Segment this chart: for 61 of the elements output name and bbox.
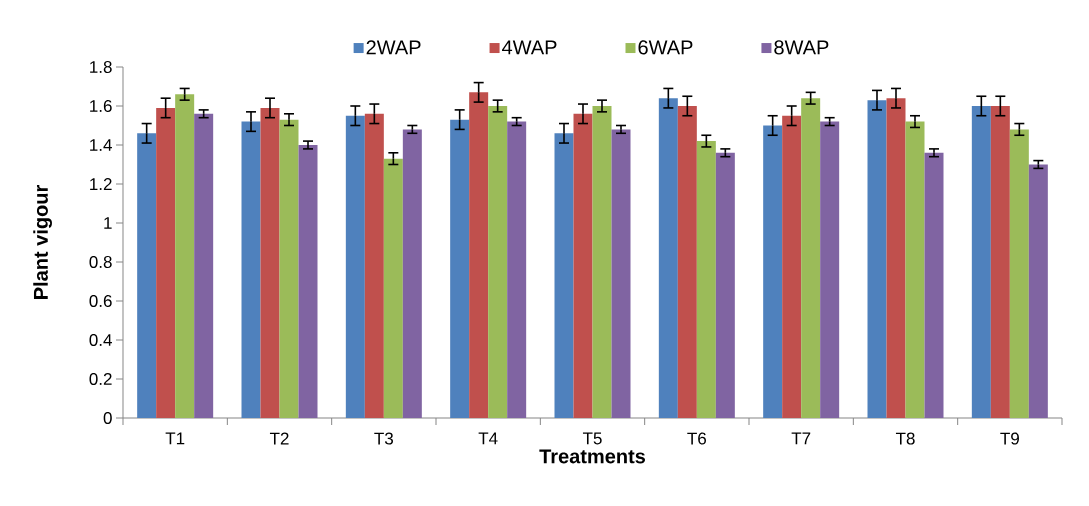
bar — [820, 121, 840, 418]
bar — [137, 133, 157, 418]
bar — [260, 107, 280, 418]
bar — [279, 119, 299, 418]
bar — [782, 115, 802, 418]
bar — [156, 107, 176, 418]
bar — [1028, 164, 1048, 418]
y-axis-title: Plant vigour — [33, 185, 52, 299]
bar — [573, 113, 593, 418]
bar — [298, 144, 318, 418]
bar — [488, 106, 508, 418]
bar — [867, 100, 887, 418]
bar — [383, 158, 403, 418]
x-tick-label: T7 — [791, 432, 811, 445]
bar — [1009, 129, 1029, 418]
legend-label: 6WAP — [638, 40, 693, 55]
y-tick-label: 0.6 — [89, 294, 112, 308]
bar — [450, 119, 470, 418]
legend-label: 4WAP — [502, 40, 557, 55]
legend-label: 2WAP — [366, 40, 421, 55]
y-tick-label: 1 — [104, 217, 112, 229]
x-tick-label: T4 — [478, 432, 498, 445]
bar — [611, 129, 631, 418]
x-tick-label: T3 — [374, 432, 394, 445]
y-tick-label: 0 — [103, 411, 112, 425]
bar — [715, 152, 735, 418]
bar — [402, 129, 422, 418]
bar — [175, 94, 195, 418]
bar — [763, 125, 783, 418]
y-tick-label: 0.2 — [89, 372, 112, 386]
bar — [905, 121, 925, 418]
x-axis-title: Treatments — [539, 449, 646, 464]
legend-label: 8WAP — [774, 40, 829, 55]
y-tick-label: 0.8 — [89, 255, 112, 269]
y-tick-label: 1.8 — [90, 60, 112, 74]
bar — [592, 106, 612, 418]
bar — [194, 113, 214, 418]
bar — [696, 141, 716, 418]
bar — [971, 106, 991, 418]
x-tick-label: T5 — [582, 432, 602, 445]
bar — [469, 92, 489, 418]
x-tick-label: T8 — [895, 432, 915, 445]
y-tick-label: 1.4 — [90, 139, 112, 151]
y-tick-label: 1.6 — [90, 99, 112, 113]
bar — [554, 133, 574, 418]
x-tick-label: T6 — [687, 432, 707, 445]
bar — [886, 98, 906, 418]
x-tick-label: T1 — [165, 432, 185, 445]
bar — [345, 115, 365, 418]
bar — [677, 106, 697, 418]
x-tick-label: T2 — [269, 432, 289, 445]
bar — [990, 106, 1010, 418]
x-tick-label: T9 — [1000, 432, 1019, 445]
bar — [801, 98, 821, 418]
y-tick-label: 0.4 — [89, 333, 112, 347]
bar — [658, 98, 678, 418]
bar — [507, 121, 527, 418]
y-tick-label: 1.2 — [90, 178, 112, 190]
bar — [924, 152, 944, 418]
bar — [364, 113, 384, 418]
bar — [241, 121, 261, 418]
